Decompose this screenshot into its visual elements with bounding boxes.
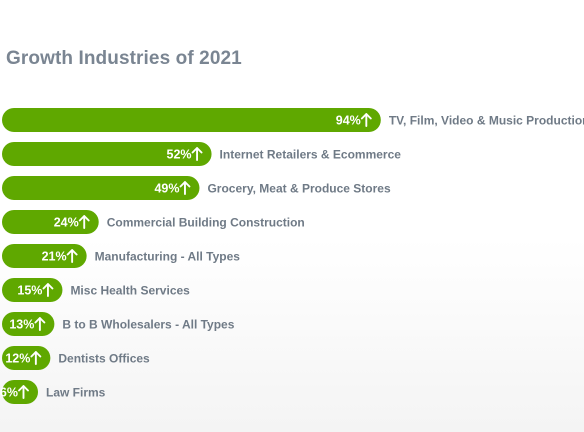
data-label: 24%: [54, 216, 79, 230]
data-label: 49%: [154, 182, 179, 196]
category-label: Misc Health Services: [70, 284, 190, 298]
category-label: TV, Film, Video & Music Production: [389, 114, 584, 128]
category-label: Dentists Offices: [58, 352, 150, 366]
category-label: B to B Wholesalers - All Types: [62, 318, 234, 332]
bar-row: 49% Grocery, Meat & Produce Stores: [2, 176, 391, 200]
up-arrow-icon: [30, 351, 42, 365]
data-label: 12%: [5, 352, 30, 366]
data-label: 6%: [0, 386, 18, 400]
bar-row: 12% Dentists Offices: [2, 346, 150, 370]
data-label: 52%: [167, 148, 192, 162]
up-arrow-icon: [18, 385, 29, 399]
category-label: Internet Retailers & Ecommerce: [220, 148, 402, 162]
bar-row: 24% Commercial Building Construction: [2, 210, 305, 234]
up-arrow-icon: [179, 181, 191, 195]
data-label: 94%: [336, 114, 361, 128]
bar: [2, 176, 200, 200]
bar: [2, 142, 212, 166]
bar: [2, 244, 87, 268]
category-label: Grocery, Meat & Produce Stores: [207, 182, 390, 196]
bar: [2, 108, 381, 132]
category-label: Manufacturing - All Types: [95, 250, 241, 264]
up-arrow-icon: [34, 317, 46, 331]
up-arrow-icon: [360, 113, 372, 127]
bar-row: 6% Law Firms: [0, 380, 106, 404]
bar: [2, 312, 55, 336]
up-arrow-icon: [191, 147, 203, 161]
bar-row: 15% Misc Health Services: [2, 278, 190, 302]
bar-row: 21% Manufacturing - All Types: [2, 244, 240, 268]
bar: [2, 210, 99, 234]
data-label: 15%: [17, 284, 42, 298]
bar-row: 94% TV, Film, Video & Music Production: [2, 108, 584, 132]
category-label: Commercial Building Construction: [107, 216, 305, 230]
chart-title: Growth Industries of 2021: [6, 48, 242, 69]
bar-row: 52% Internet Retailers & Ecommerce: [2, 142, 401, 166]
up-arrow-icon: [66, 249, 78, 263]
category-label: Law Firms: [46, 386, 106, 400]
bar-row: 13% B to B Wholesalers - All Types: [2, 312, 235, 336]
data-label: 13%: [9, 318, 34, 332]
up-arrow-icon: [42, 283, 54, 297]
bar: [2, 380, 38, 404]
data-label: 21%: [42, 250, 67, 264]
up-arrow-icon: [78, 215, 90, 229]
bar: [2, 346, 51, 370]
